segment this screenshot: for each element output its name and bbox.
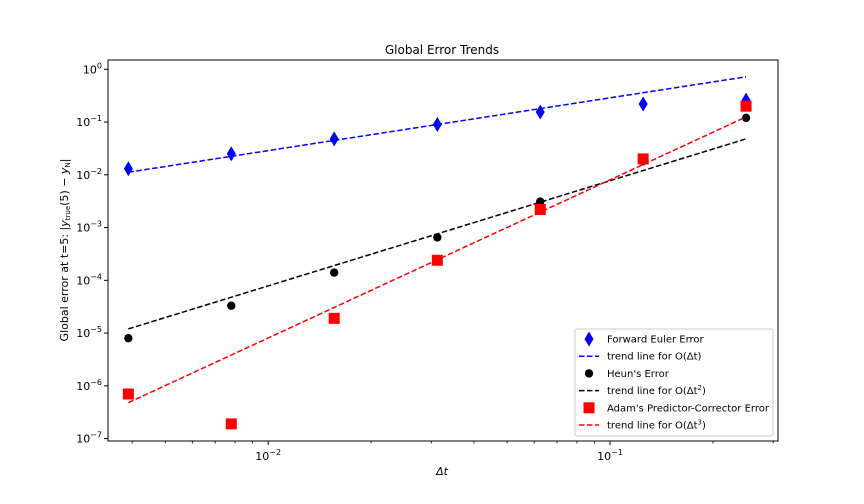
legend-label: Heun's Error — [607, 369, 670, 380]
trend-line — [128, 76, 747, 173]
legend-label: Forward Euler Error — [607, 335, 705, 346]
data-point — [328, 312, 340, 324]
trend-line — [128, 116, 747, 404]
data-point — [638, 96, 648, 112]
legend-item: trend line for O(Δt2) — [579, 384, 706, 397]
y-tick-label: 10−3 — [76, 220, 102, 235]
x-axis-ticks: 10−2 10−1 — [131, 441, 774, 463]
y-tick-label: 10−5 — [76, 325, 102, 340]
x-tick-label: 10−1 — [597, 448, 623, 463]
data-point — [329, 268, 339, 277]
series-1 — [128, 76, 747, 173]
plot-area — [122, 76, 752, 430]
data-point — [227, 301, 236, 310]
y-tick-label: 10−1 — [76, 114, 102, 129]
legend-label: trend line for O(Δt) — [607, 352, 702, 363]
legend-marker — [584, 331, 594, 347]
legend-label: trend line for O(Δt3) — [607, 419, 706, 432]
series-5 — [128, 116, 747, 404]
legend-marker — [583, 402, 595, 414]
legend-label: Adam's Predictor-Corrector Error — [607, 403, 770, 414]
y-tick-label: 10−7 — [76, 431, 102, 446]
data-point — [637, 153, 649, 165]
data-point — [226, 146, 236, 162]
legend-item: Forward Euler Error — [584, 331, 705, 347]
data-point — [740, 100, 752, 112]
axes-frame — [107, 59, 779, 442]
x-axis-label: Δt — [435, 465, 449, 478]
series-3 — [128, 138, 747, 330]
trend-line — [128, 138, 747, 330]
legend-box — [574, 328, 774, 437]
data-point — [536, 197, 545, 206]
data-point — [741, 113, 751, 123]
data-point — [329, 131, 339, 147]
legend: Forward Euler Error trend line for O(Δt) H… — [574, 328, 774, 437]
y-tick-label: 10−6 — [76, 378, 102, 393]
y-axis-ticks: 10−7 10−6 10−5 10−4 10−3 10−2 10−1 100 — [76, 61, 108, 446]
legend-item: trend line for O(Δt) — [579, 352, 702, 363]
chart-title: Global Error Trends — [385, 43, 499, 57]
y-tick-label: 100 — [83, 61, 102, 76]
data-point — [122, 388, 134, 400]
data-point — [225, 418, 237, 430]
legend-item: trend line for O(Δt3) — [579, 419, 706, 432]
legend-label: trend line for O(Δt2) — [607, 384, 706, 397]
data-point — [534, 203, 546, 215]
data-point — [124, 333, 133, 343]
y-axis-label: Global error at t=5: |ytrue(5) − yN| — [58, 159, 72, 342]
data-point — [433, 233, 442, 242]
legend-item: Adam's Predictor-Corrector Error — [583, 402, 770, 414]
x-tick-label: 10−2 — [255, 448, 281, 463]
legend-marker — [584, 369, 594, 378]
y-tick-label: 10−4 — [76, 272, 102, 287]
legend-item: Heun's Error — [584, 369, 670, 380]
y-tick-label: 10−2 — [76, 167, 102, 182]
